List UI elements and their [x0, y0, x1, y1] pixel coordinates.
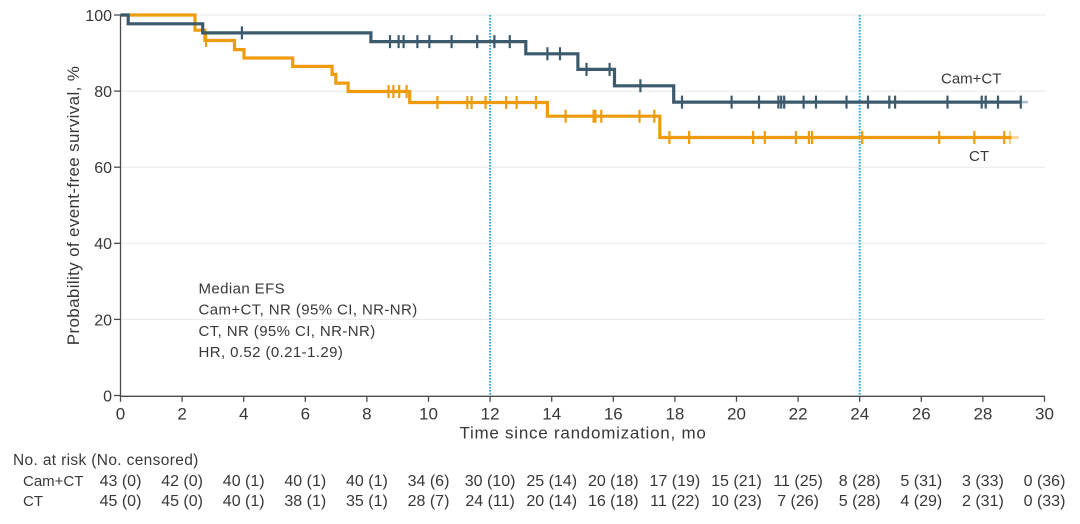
svg-text:11 (22): 11 (22): [650, 493, 700, 510]
svg-text:26: 26: [912, 404, 931, 423]
svg-text:10 (23): 10 (23): [711, 493, 762, 510]
svg-text:0: 0: [103, 388, 112, 405]
svg-text:3 (33): 3 (33): [962, 473, 1004, 490]
svg-text:4: 4: [239, 404, 248, 423]
svg-text:0 (36): 0 (36): [1024, 473, 1066, 490]
svg-text:5 (31): 5 (31): [900, 473, 942, 490]
svg-text:Time since randomization, mo: Time since randomization, mo: [459, 424, 706, 443]
svg-text:28: 28: [973, 404, 992, 423]
svg-text:30: 30: [1035, 404, 1054, 423]
svg-text:45 (0): 45 (0): [161, 493, 203, 510]
svg-text:18: 18: [665, 404, 684, 423]
svg-text:6: 6: [301, 404, 310, 423]
svg-text:40: 40: [94, 236, 112, 253]
svg-text:22: 22: [789, 404, 808, 423]
svg-text:11 (25): 11 (25): [773, 473, 823, 490]
svg-text:42 (0): 42 (0): [161, 473, 203, 490]
svg-text:17 (19): 17 (19): [650, 473, 701, 490]
svg-text:16: 16: [604, 404, 623, 423]
svg-text:7 (26): 7 (26): [777, 493, 819, 510]
svg-text:38 (1): 38 (1): [284, 493, 326, 510]
svg-text:40 (1): 40 (1): [346, 473, 388, 490]
svg-text:43 (0): 43 (0): [100, 473, 142, 490]
svg-text:16 (18): 16 (18): [588, 493, 639, 510]
svg-text:80: 80: [94, 84, 112, 101]
svg-text:60: 60: [94, 160, 112, 177]
svg-text:20 (18): 20 (18): [588, 473, 639, 490]
svg-text:CT: CT: [23, 493, 43, 510]
svg-text:10: 10: [419, 404, 438, 423]
svg-text:40 (1): 40 (1): [223, 493, 265, 510]
svg-text:45 (0): 45 (0): [100, 493, 142, 510]
svg-text:20: 20: [94, 312, 112, 329]
svg-text:Probability of event-free surv: Probability of event-free survival, %: [64, 66, 83, 345]
svg-text:24 (11): 24 (11): [465, 493, 515, 510]
svg-text:34 (6): 34 (6): [408, 473, 450, 490]
svg-text:25 (14): 25 (14): [526, 473, 577, 490]
svg-text:Cam+CT, NR (95% CI, NR-NR): Cam+CT, NR (95% CI, NR-NR): [199, 302, 418, 319]
svg-text:35 (1): 35 (1): [346, 493, 388, 510]
svg-text:40 (1): 40 (1): [223, 473, 265, 490]
svg-text:5 (28): 5 (28): [839, 493, 881, 510]
svg-text:Cam+CT: Cam+CT: [23, 473, 83, 490]
svg-text:CT, NR (95% CI, NR-NR): CT, NR (95% CI, NR-NR): [199, 323, 376, 340]
svg-text:CT: CT: [969, 148, 989, 165]
svg-text:8: 8: [362, 404, 371, 423]
svg-text:20 (14): 20 (14): [526, 493, 577, 510]
svg-text:14: 14: [542, 404, 561, 423]
svg-text:20: 20: [727, 404, 746, 423]
svg-text:Median EFS: Median EFS: [199, 281, 286, 298]
svg-text:HR, 0.52 (0.21-1.29): HR, 0.52 (0.21-1.29): [199, 344, 344, 361]
svg-text:15 (21): 15 (21): [711, 473, 762, 490]
svg-text:40 (1): 40 (1): [284, 473, 326, 490]
svg-text:4 (29): 4 (29): [900, 493, 942, 510]
svg-text:Cam+CT: Cam+CT: [941, 70, 1001, 87]
svg-text:2: 2: [177, 404, 186, 423]
svg-text:2 (31): 2 (31): [962, 493, 1004, 510]
svg-text:100: 100: [85, 8, 112, 25]
svg-text:12: 12: [481, 404, 500, 423]
svg-text:30 (10): 30 (10): [465, 473, 516, 490]
svg-text:No. at risk (No. censored): No. at risk (No. censored): [13, 452, 199, 469]
svg-text:0: 0: [116, 404, 125, 423]
svg-text:0 (33): 0 (33): [1024, 493, 1066, 510]
svg-text:28 (7): 28 (7): [408, 493, 450, 510]
svg-text:8 (28): 8 (28): [839, 473, 881, 490]
svg-text:24: 24: [850, 404, 869, 423]
